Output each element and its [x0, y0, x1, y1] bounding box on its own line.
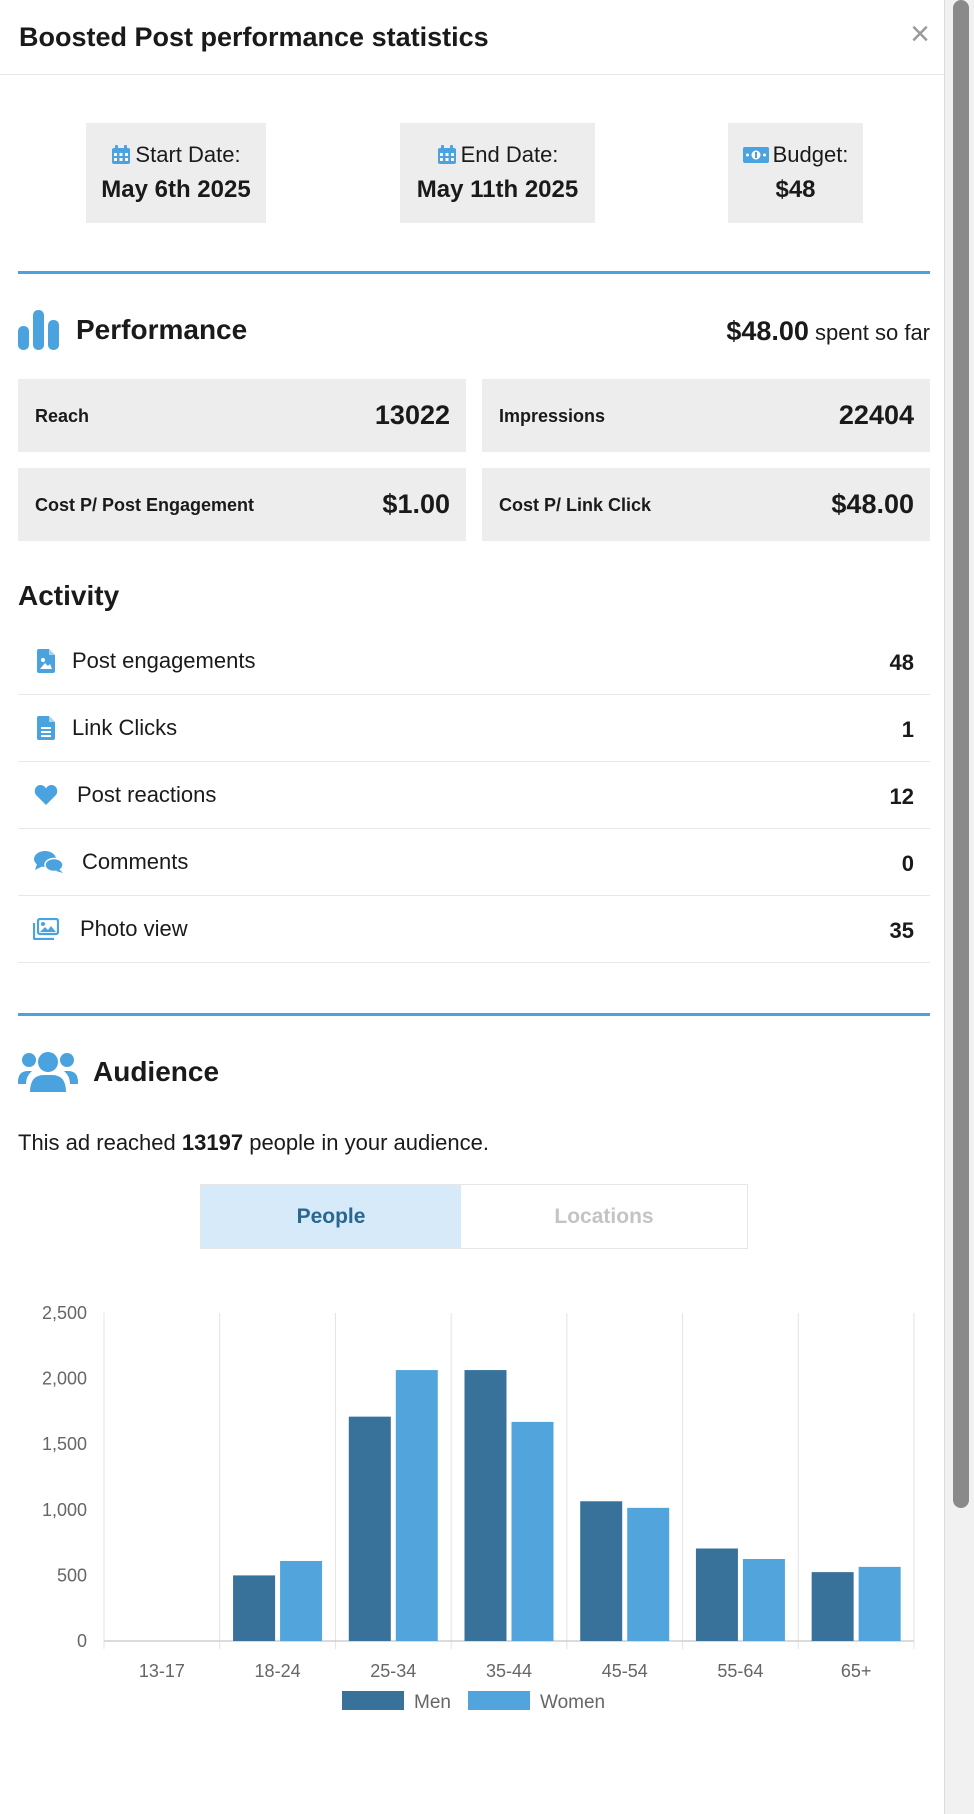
activity-value: 48: [889, 650, 914, 675]
activity-value: 12: [889, 784, 914, 809]
stat-value: 13022: [374, 400, 450, 430]
stat-card-reach: Reach 13022: [18, 379, 466, 452]
start-date-label: Start Date:: [135, 142, 241, 167]
activity-label: Link Clicks: [72, 715, 178, 740]
stat-value: 22404: [838, 400, 914, 430]
audience-bar-chart: 0 500 1,000 1,500 2,000 2,500 13-17 18-24 25-34 3…: [42, 1303, 915, 1713]
activity-value: 35: [889, 918, 914, 943]
bar-men: [580, 1501, 623, 1641]
heart-icon: [34, 785, 58, 805]
section-divider: [18, 1013, 930, 1016]
comments-icon: [34, 851, 64, 873]
audience-title: Audience: [93, 1056, 220, 1087]
start-date-value: May 6th 2025: [101, 176, 251, 203]
spent-amount: $48.00: [726, 316, 809, 346]
activity-row-post-engagements: Post engagements 48: [18, 628, 930, 695]
bar-men: [464, 1370, 507, 1641]
close-button[interactable]: ×: [910, 15, 930, 53]
budget-label: Budget:: [772, 142, 849, 167]
scrollbar-thumb[interactable]: [953, 0, 969, 1508]
stat-card-impressions: Impressions 22404: [482, 379, 930, 452]
legend-label: Women: [540, 1692, 605, 1713]
y-tick-label: 0: [77, 1631, 87, 1651]
section-divider: [18, 271, 930, 274]
audience-reach-text: This ad reached 13197 people in your aud…: [18, 1130, 489, 1156]
x-tick-label: 25-34: [370, 1661, 416, 1681]
budget-box: Budget: $48: [728, 123, 863, 223]
x-tick-label: 35-44: [486, 1661, 532, 1681]
activity-row-comments: Comments 0: [18, 829, 930, 896]
end-date-label: End Date:: [460, 142, 559, 167]
activity-label: Post reactions: [77, 782, 217, 807]
y-tick-label: 2,500: [42, 1303, 87, 1323]
users-icon: [18, 1052, 78, 1092]
activity-label: Comments: [82, 849, 189, 874]
x-tick-label: 18-24: [255, 1661, 301, 1681]
tab-people[interactable]: People: [201, 1185, 461, 1248]
activity-row-photo-view: Photo view 35: [18, 896, 930, 963]
bar-women: [511, 1421, 554, 1641]
money-icon: [742, 147, 769, 163]
end-date-box: End Date: May 11th 2025: [400, 123, 595, 223]
bar-men: [811, 1572, 854, 1641]
spent-so-far: $48.00 spent so far: [726, 316, 930, 347]
modal-title: Boosted Post performance statistics: [19, 22, 489, 52]
bar-women: [395, 1370, 438, 1641]
scrollbar[interactable]: [944, 0, 974, 1814]
activity-title: Activity: [18, 580, 120, 611]
bar-men: [348, 1416, 391, 1641]
y-tick-label: 1,000: [42, 1500, 87, 1520]
calendar-icon: [112, 145, 131, 164]
stat-label: Cost P/ Post Engagement: [35, 495, 255, 515]
start-date-box: Start Date: May 6th 2025: [86, 123, 266, 223]
y-tick-label: 1,500: [42, 1434, 87, 1454]
legend-label: Men: [414, 1692, 451, 1713]
spent-suffix: spent so far: [815, 320, 930, 345]
reach-count: 13197: [181, 1130, 244, 1155]
stat-label: Impressions: [499, 406, 606, 426]
activity-label: Post engagements: [72, 648, 256, 673]
bar-chart-icon: [18, 310, 59, 350]
performance-modal: Boosted Post performance statistics × St…: [0, 0, 944, 1713]
calendar-icon: [437, 145, 456, 164]
activity-row-link-clicks: Link Clicks 1: [18, 695, 930, 762]
stat-value: $1.00: [382, 489, 450, 519]
bar-women: [858, 1566, 901, 1641]
budget-value: $48: [775, 176, 816, 203]
stat-label: Reach: [35, 406, 90, 426]
images-icon: [33, 918, 59, 940]
document-icon: [37, 716, 55, 740]
y-tick-label: 2,000: [42, 1369, 87, 1389]
activity-label: Photo view: [80, 916, 188, 941]
bar-women: [627, 1507, 670, 1641]
activity-row-post-reactions: Post reactions 12: [18, 762, 930, 829]
bar-men: [695, 1548, 738, 1641]
end-date-value: May 11th 2025: [416, 176, 579, 203]
stat-card-cost-per-link-click: Cost P/ Link Click $48.00: [482, 468, 930, 541]
legend-swatch: [342, 1691, 404, 1710]
bar-women: [742, 1559, 785, 1641]
image-file-icon: [37, 649, 55, 673]
performance-title: Performance: [76, 314, 248, 345]
bar-women: [280, 1560, 323, 1641]
stat-label: Cost P/ Link Click: [499, 495, 652, 515]
tab-locations[interactable]: Locations: [461, 1185, 747, 1248]
audience-tabs: People Locations: [200, 1184, 748, 1249]
y-tick-label: 500: [57, 1565, 87, 1585]
legend-swatch: [468, 1691, 530, 1710]
x-tick-label: 13-17: [139, 1661, 185, 1681]
reach-suffix: people in your audience.: [249, 1130, 489, 1155]
reach-prefix: This ad reached: [18, 1130, 176, 1155]
x-tick-label: 55-64: [717, 1661, 763, 1681]
activity-value: 1: [901, 717, 914, 742]
x-tick-label: 45-54: [602, 1661, 648, 1681]
activity-value: 0: [901, 851, 914, 876]
bar-men: [233, 1575, 276, 1641]
x-tick-label: 65+: [841, 1661, 872, 1681]
modal-header: Boosted Post performance statistics ×: [0, 0, 944, 75]
stat-card-cost-per-engagement: Cost P/ Post Engagement $1.00: [18, 468, 466, 541]
stat-value: $48.00: [831, 489, 914, 519]
